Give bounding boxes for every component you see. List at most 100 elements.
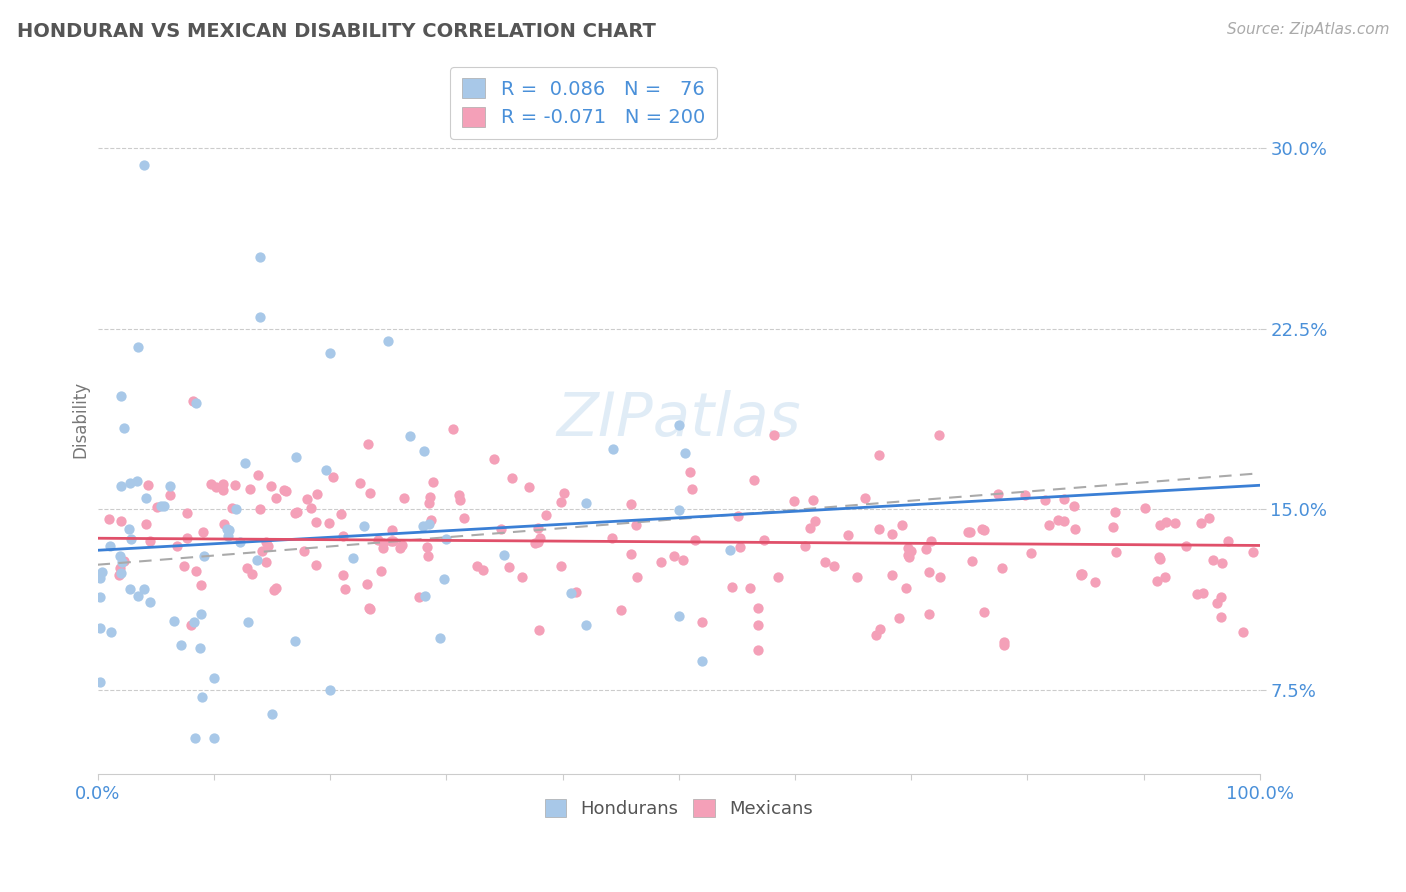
Point (236, 615, 259, 630)
Point (510, 570, 533, 584)
Point (359, 486, 381, 500)
Point (524, 536, 547, 550)
Point (1105, 545, 1128, 559)
Point (315, 463, 337, 477)
Point (176, 506, 198, 520)
Point (249, 250, 271, 264)
Point (118, 582, 141, 597)
Point (727, 509, 749, 524)
Point (1053, 491, 1076, 506)
Point (465, 559, 488, 574)
Point (108, 568, 131, 582)
Point (264, 581, 287, 595)
Legend: Hondurans, Mexicans: Hondurans, Mexicans (537, 792, 820, 825)
Point (814, 555, 837, 569)
Point (260, 479, 283, 493)
Point (1211, 556, 1233, 570)
Point (801, 493, 824, 508)
Point (1149, 552, 1171, 566)
Point (186, 564, 208, 578)
Point (359, 602, 381, 616)
Point (110, 515, 132, 529)
Point (1241, 545, 1264, 559)
Point (896, 581, 918, 595)
Point (1202, 553, 1225, 567)
Point (433, 572, 456, 586)
Point (600, 531, 623, 545)
Point (529, 623, 551, 637)
Point (1206, 596, 1229, 610)
Point (110, 478, 132, 492)
Point (202, 731, 225, 745)
Point (233, 456, 256, 470)
Point (322, 469, 344, 483)
Point (353, 519, 375, 533)
Point (257, 539, 280, 553)
Point (159, 479, 181, 493)
Point (973, 523, 995, 537)
Point (299, 500, 322, 515)
Point (650, 555, 672, 569)
Point (200, 476, 222, 491)
Point (718, 543, 741, 558)
Point (412, 519, 434, 533)
Point (526, 535, 548, 549)
Point (371, 541, 394, 555)
Point (880, 527, 903, 541)
Point (100, 625, 122, 640)
Point (356, 577, 378, 591)
Point (236, 560, 259, 574)
Point (865, 627, 887, 641)
Point (150, 499, 173, 513)
Point (89, 571, 111, 585)
Point (146, 500, 169, 514)
Point (957, 525, 980, 540)
Point (920, 534, 942, 549)
Point (135, 491, 157, 505)
Text: HONDURAN VS MEXICAN DISABILITY CORRELATION CHART: HONDURAN VS MEXICAN DISABILITY CORRELATI… (17, 22, 655, 41)
Point (1154, 515, 1177, 529)
Point (747, 601, 769, 615)
Point (215, 522, 238, 536)
Point (1102, 520, 1125, 534)
Point (620, 497, 643, 511)
Point (918, 566, 941, 580)
Text: Source: ZipAtlas.com: Source: ZipAtlas.com (1226, 22, 1389, 37)
Point (1019, 546, 1042, 560)
Point (1071, 567, 1094, 582)
Point (176, 531, 198, 545)
Point (349, 475, 371, 490)
Point (970, 522, 993, 536)
Point (501, 471, 523, 485)
Point (1209, 591, 1232, 605)
Point (183, 731, 205, 745)
Point (127, 474, 149, 488)
Point (1084, 575, 1107, 590)
Point (738, 581, 761, 595)
Point (690, 615, 713, 630)
Point (330, 507, 353, 521)
Point (799, 521, 821, 535)
Point (553, 485, 575, 500)
Point (1063, 500, 1085, 514)
Point (284, 633, 307, 648)
Point (389, 541, 412, 555)
Point (332, 567, 354, 582)
Point (132, 582, 155, 596)
Point (180, 618, 202, 632)
Point (626, 518, 648, 533)
Point (418, 496, 440, 510)
Point (332, 529, 354, 543)
Point (264, 491, 287, 506)
Point (284, 506, 307, 520)
Point (212, 517, 235, 532)
Point (441, 422, 464, 436)
Point (823, 558, 845, 573)
Point (763, 427, 786, 442)
Point (929, 570, 952, 584)
Point (602, 442, 624, 457)
Point (333, 582, 356, 597)
Point (249, 501, 271, 516)
Point (804, 514, 827, 528)
Point (370, 564, 392, 578)
